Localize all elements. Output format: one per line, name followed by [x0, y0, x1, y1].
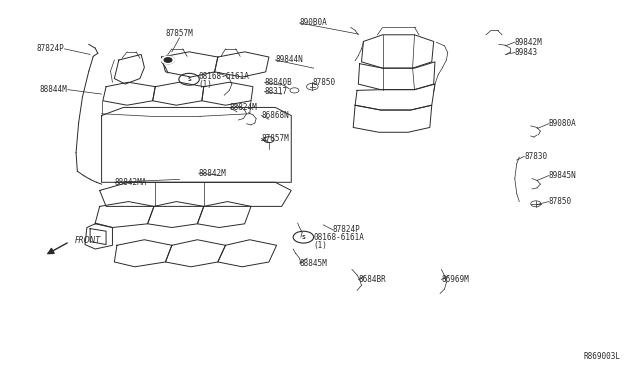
Text: 88842M: 88842M [198, 169, 227, 177]
Text: 88317: 88317 [264, 87, 287, 96]
Text: 89843: 89843 [515, 48, 538, 57]
Text: 87857M: 87857M [166, 29, 193, 38]
Text: 86868N: 86868N [261, 111, 289, 120]
Text: 88824M: 88824M [229, 103, 257, 112]
Text: 87850: 87850 [548, 197, 572, 206]
Text: 88845M: 88845M [300, 259, 327, 267]
Text: 08168-6161A: 08168-6161A [314, 233, 365, 243]
Text: 87830: 87830 [524, 152, 547, 161]
Text: B9080A: B9080A [548, 119, 577, 128]
Text: 89842M: 89842M [515, 38, 543, 47]
Circle shape [164, 58, 172, 62]
Text: 88842MA: 88842MA [115, 178, 147, 187]
Text: 88840B: 88840B [264, 78, 292, 87]
Text: 87857M: 87857M [261, 134, 289, 143]
Text: R869003L: R869003L [583, 352, 620, 361]
Circle shape [162, 56, 174, 64]
Text: 86969M: 86969M [442, 275, 469, 284]
Text: FRONT: FRONT [75, 236, 100, 246]
Text: S: S [188, 77, 191, 82]
Text: 87850: 87850 [312, 78, 335, 87]
Text: 89845N: 89845N [548, 171, 577, 180]
Text: 08168-6161A: 08168-6161A [198, 72, 250, 81]
Text: 87824P: 87824P [37, 44, 65, 53]
Text: S: S [301, 235, 305, 240]
Text: 87824P: 87824P [333, 225, 360, 234]
Text: 89844N: 89844N [275, 55, 303, 64]
Circle shape [162, 56, 174, 64]
Text: (1): (1) [198, 80, 212, 89]
Text: (1): (1) [314, 241, 328, 250]
Text: 890B0A: 890B0A [300, 19, 327, 28]
Text: 8684BR: 8684BR [358, 275, 386, 284]
Text: 88844M: 88844M [40, 85, 68, 94]
